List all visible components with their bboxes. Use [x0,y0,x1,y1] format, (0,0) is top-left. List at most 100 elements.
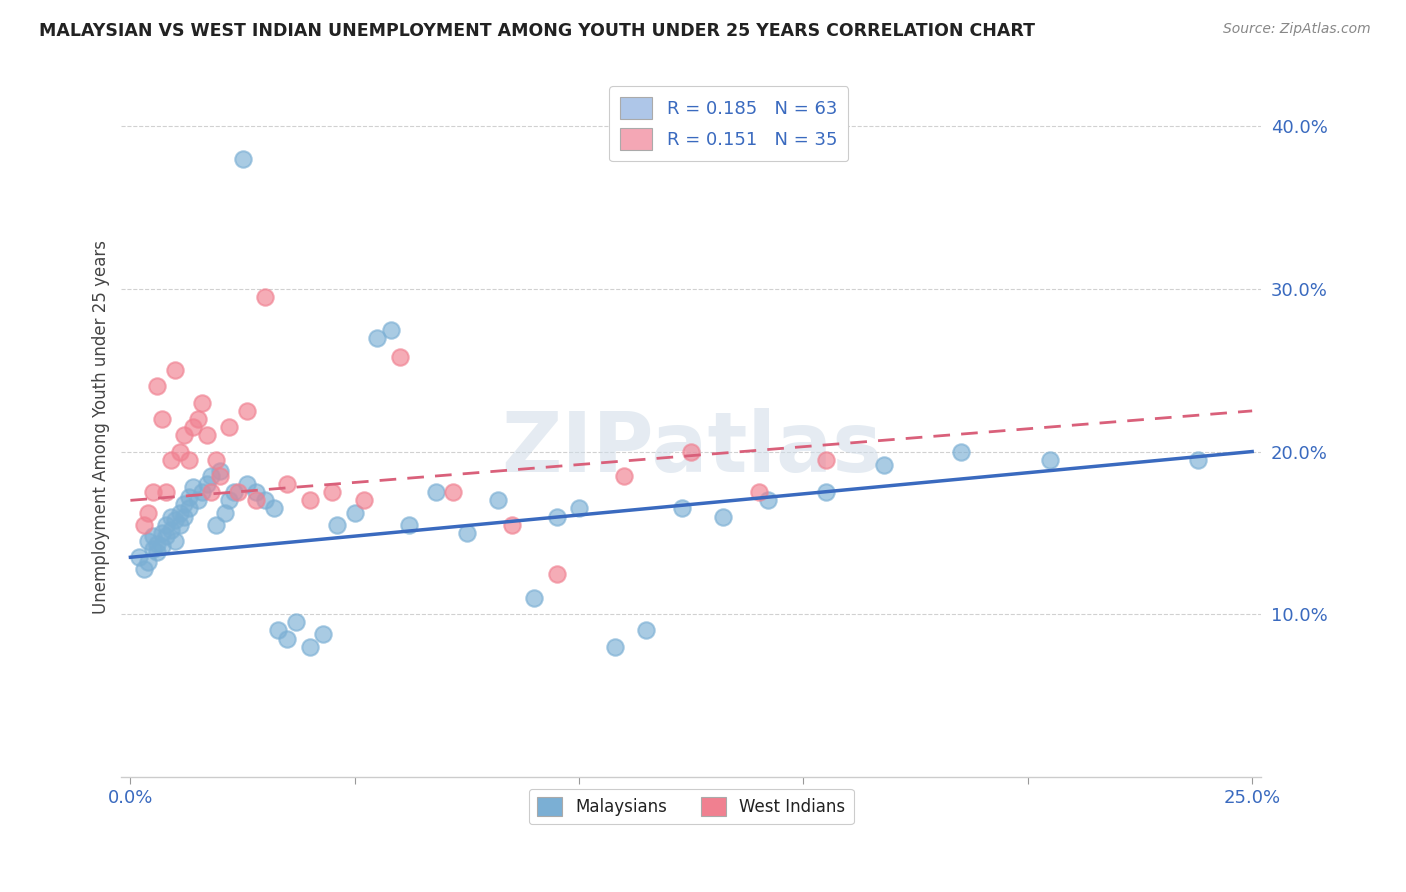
Point [814,485,837,500]
Point [128,550,150,565]
Point [177,501,200,516]
Point [568,501,591,516]
Point [138,507,160,521]
Point [146,379,169,393]
Point [253,290,276,304]
Point [298,493,321,508]
Point [814,452,837,467]
Legend: Malaysians, West Indians: Malaysians, West Indians [529,789,853,824]
Point [253,493,276,508]
Point [177,490,200,504]
Point [191,396,214,410]
Point [142,542,165,557]
Point [276,632,298,646]
Point [146,537,169,551]
Point [195,428,218,442]
Point [546,566,568,581]
Point [169,444,191,458]
Point [195,477,218,491]
Point [200,485,222,500]
Point [138,555,160,569]
Point [142,529,165,543]
Point [204,452,226,467]
Point [214,507,236,521]
Point [1039,452,1062,467]
Point [546,509,568,524]
Point [298,640,321,654]
Point [312,626,335,640]
Point [501,517,523,532]
Point [204,517,226,532]
Point [159,452,181,467]
Point [209,469,232,483]
Point [173,497,195,511]
Point [177,452,200,467]
Point [263,501,285,516]
Text: MALAYSIAN VS WEST INDIAN UNEMPLOYMENT AMONG YOUTH UNDER 25 YEARS CORRELATION CHA: MALAYSIAN VS WEST INDIAN UNEMPLOYMENT AM… [39,22,1035,40]
Point [1187,452,1209,467]
Point [267,624,290,638]
Point [159,509,181,524]
Point [169,517,191,532]
Point [209,464,232,478]
Point [711,509,734,524]
Point [523,591,546,605]
Point [321,485,343,500]
Point [159,523,181,537]
Point [388,350,411,364]
Point [245,493,267,508]
Point [187,412,209,426]
Point [181,480,204,494]
Point [398,517,420,532]
Point [226,485,249,500]
Point [380,322,402,336]
Point [187,493,209,508]
Point [150,525,173,540]
Point [181,420,204,434]
Point [236,477,259,491]
Point [443,485,465,500]
Point [613,469,636,483]
Text: ZIPatlas: ZIPatlas [501,408,882,489]
Point [218,420,240,434]
Point [142,485,165,500]
Point [603,640,626,654]
Point [486,493,509,508]
Point [326,517,349,532]
Point [276,477,298,491]
Point [748,485,770,500]
Point [681,444,703,458]
Point [165,513,187,527]
Point [191,485,214,500]
Point [425,485,447,500]
Point [173,509,195,524]
Point [155,529,177,543]
Point [756,493,779,508]
Point [232,152,254,166]
Point [353,493,375,508]
Point [150,412,173,426]
Point [150,539,173,553]
Text: Source: ZipAtlas.com: Source: ZipAtlas.com [1223,22,1371,37]
Point [165,534,187,549]
Point [132,517,155,532]
Point [456,525,478,540]
Point [636,624,658,638]
Point [218,493,240,508]
Point [200,469,222,483]
Point [873,458,896,472]
Point [366,331,388,345]
Point [222,485,245,500]
Point [949,444,972,458]
Point [236,404,259,418]
Point [173,428,195,442]
Point [165,363,187,377]
Point [285,615,308,630]
Point [343,507,366,521]
Point [155,517,177,532]
Y-axis label: Unemployment Among Youth under 25 years: Unemployment Among Youth under 25 years [93,240,110,615]
Point [671,501,693,516]
Point [169,507,191,521]
Point [132,562,155,576]
Point [138,534,160,549]
